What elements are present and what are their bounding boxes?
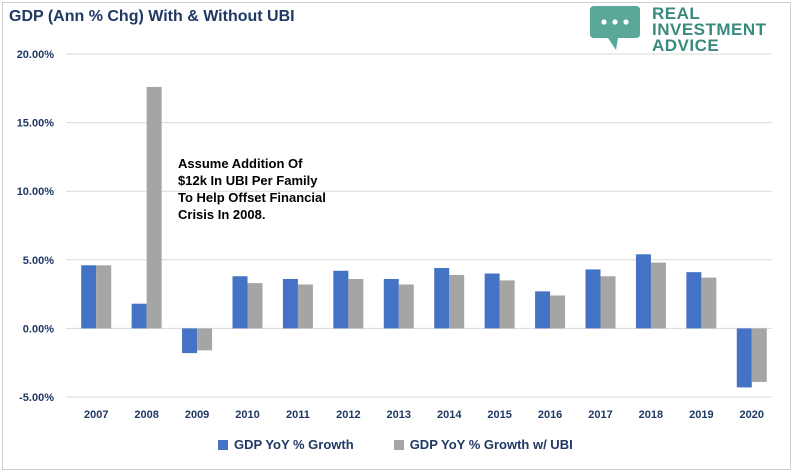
bar-gdp-ubi-2019 — [701, 277, 717, 329]
bar-gdp-2007 — [81, 265, 97, 329]
bar-gdp-2012 — [333, 270, 349, 329]
x-tick-label: 2009 — [185, 409, 209, 421]
real-investment-advice-logo: REAL INVESTMENT ADVICE — [588, 4, 788, 54]
gridlines — [66, 53, 772, 398]
logo-line-1: REAL — [652, 4, 701, 23]
legend-item-gdp: GDP YoY % Growth — [218, 437, 354, 452]
bar-gdp-2011 — [282, 279, 298, 329]
annotation: Assume Addition Of $12k In UBI Per Family… — [178, 156, 326, 222]
x-tick-label: 2008 — [134, 409, 158, 421]
y-tick-label: 10.00% — [17, 186, 55, 198]
bar-gdp-2009 — [182, 328, 198, 354]
y-tick-label: 20.00% — [17, 49, 55, 61]
chat-bubble-icon — [590, 6, 640, 50]
x-tick-label: 2015 — [487, 409, 511, 421]
logo-line-3: ADVICE — [652, 36, 720, 55]
annotation-line: To Help Offset Financial — [178, 190, 326, 205]
bar-gdp-ubi-2010 — [247, 283, 263, 329]
bar-gdp-2016 — [535, 291, 551, 329]
y-tick-label: -5.00% — [19, 392, 54, 404]
x-tick-label: 2017 — [588, 409, 612, 421]
legend-swatch-gray — [393, 439, 404, 450]
x-tick-label: 2011 — [286, 409, 310, 421]
bar-gdp-ubi-2014 — [449, 274, 465, 329]
bar-gdp-ubi-2018 — [650, 262, 666, 329]
x-tick-label: 2012 — [336, 409, 360, 421]
legend-label-gdp-ubi: GDP YoY % Growth w/ UBI — [409, 437, 573, 452]
y-tick-label: 0.00% — [23, 323, 54, 335]
bar-gdp-ubi-2017 — [600, 276, 616, 329]
annotation-line: $12k In UBI Per Family — [178, 173, 318, 188]
x-tick-label: 2016 — [538, 409, 562, 421]
bars — [81, 86, 767, 388]
y-tick-label: 5.00% — [23, 255, 54, 267]
annotation-line: Assume Addition Of — [178, 156, 303, 171]
bar-gdp-2015 — [484, 273, 500, 329]
x-tick-label: 2018 — [639, 409, 663, 421]
x-tick-label: 2019 — [689, 409, 713, 421]
bar-gdp-2014 — [434, 268, 450, 329]
chart-frame — [2, 2, 791, 470]
bar-gdp-2017 — [585, 269, 601, 329]
x-tick-label: 2020 — [740, 409, 764, 421]
logo-line-2: INVESTMENT — [652, 20, 767, 39]
bar-gdp-ubi-2008 — [146, 86, 162, 329]
x-tick-label: 2007 — [84, 409, 108, 421]
x-tick-label: 2010 — [235, 409, 259, 421]
annotation-line: Crisis In 2008. — [178, 207, 265, 222]
chart-title: GDP (Ann % Chg) With & Without UBI — [9, 8, 295, 25]
legend-item-gdp-ubi: GDP YoY % Growth w/ UBI — [393, 437, 573, 452]
y-axis-ticks: -5.00% 0.00% 5.00% 10.00% 15.00% 20.00% — [17, 49, 55, 404]
bar-gdp-2018 — [635, 254, 651, 329]
legend-swatch-blue — [218, 439, 228, 450]
bar-gdp-ubi-2016 — [550, 295, 566, 329]
y-tick-label: 15.00% — [17, 118, 55, 130]
bar-gdp-ubi-2012 — [348, 279, 364, 329]
bar-gdp-ubi-2013 — [398, 284, 414, 329]
x-tick-label: 2013 — [387, 409, 411, 421]
bar-gdp-ubi-2020 — [751, 328, 767, 382]
bar-gdp-2019 — [686, 272, 702, 329]
bar-gdp-ubi-2009 — [197, 328, 213, 351]
bar-gdp-ubi-2011 — [297, 284, 313, 329]
bar-gdp-2008 — [131, 303, 147, 329]
bar-gdp-2010 — [232, 276, 248, 329]
x-axis-ticks: 2007 2008 2009 2010 2011 2012 2013 2014 2015 2016… — [84, 409, 764, 421]
bar-gdp-ubi-2007 — [96, 265, 112, 329]
bar-gdp-ubi-2015 — [499, 280, 515, 329]
legend: GDP YoY % Growth GDP YoY % Growth w/ UBI — [218, 437, 573, 452]
bar-gdp-2020 — [736, 328, 752, 388]
x-tick-label: 2014 — [437, 409, 462, 421]
legend-label-gdp: GDP YoY % Growth — [234, 437, 354, 452]
bar-gdp-2013 — [383, 279, 399, 329]
